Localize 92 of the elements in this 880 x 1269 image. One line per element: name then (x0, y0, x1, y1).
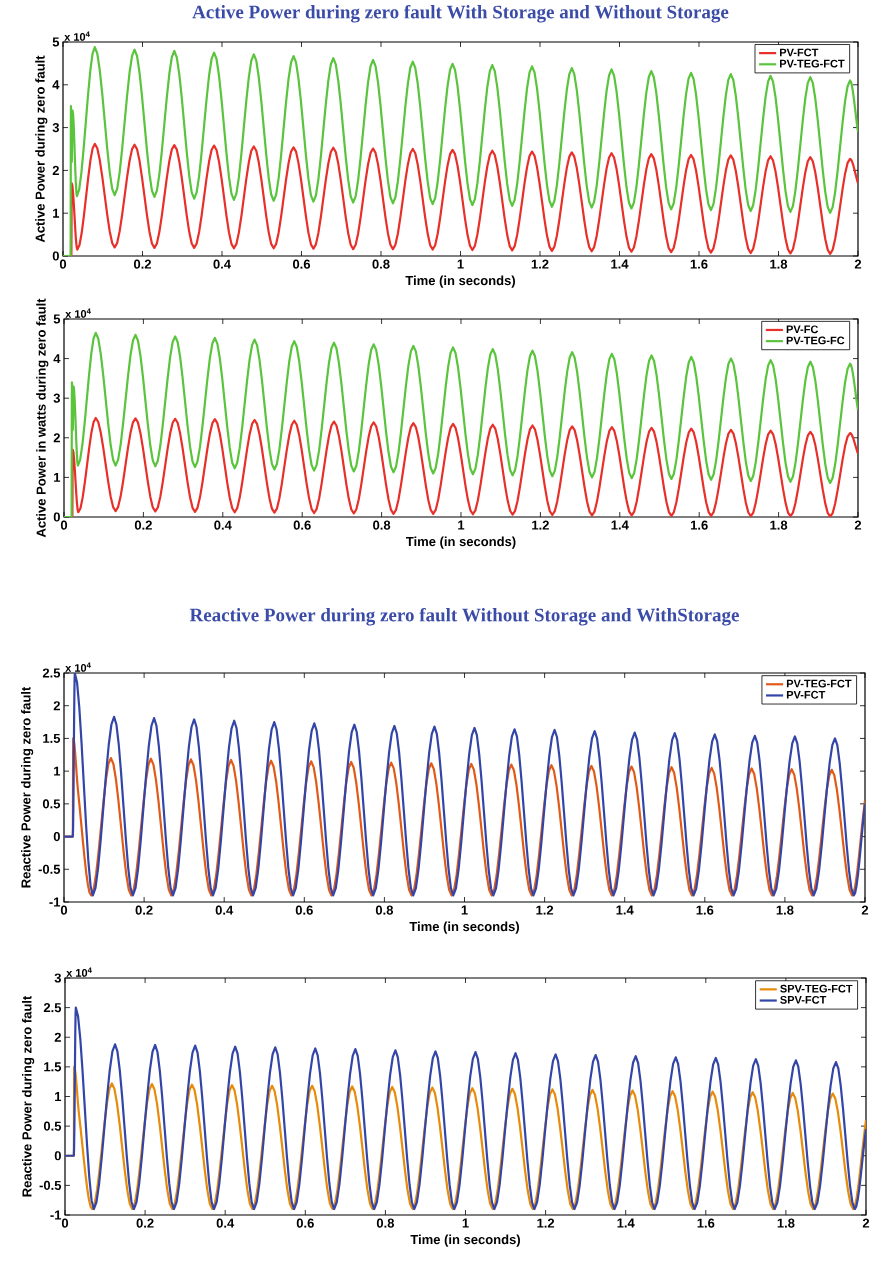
x-tick-label: 2 (854, 520, 862, 530)
x-tick-label: 0.4 (215, 905, 234, 915)
y-tick-label: -0.5 (39, 1180, 62, 1190)
legend-label: PV-TEG-FCT (786, 679, 852, 688)
x-tick-label: 1.6 (697, 1218, 715, 1228)
x-tick-label: 2 (862, 1218, 870, 1228)
y-tick-label: 2.5 (43, 1003, 62, 1013)
y-tick-label: 0 (52, 251, 59, 261)
legend-label: PV-FCT (786, 690, 826, 699)
x-tick-label: 0.6 (292, 259, 311, 269)
x-tick-label: 0.6 (295, 905, 313, 915)
legend-label: PV-FC (786, 325, 819, 334)
x-tick-label: 0.8 (373, 520, 391, 530)
x-tick-label: 1.8 (776, 905, 794, 915)
x-tick-label: 1.6 (690, 520, 708, 530)
y-tick-label: 1.5 (44, 1062, 62, 1072)
y-tick-label: -0.5 (38, 864, 61, 874)
x-axis-title: Time (in seconds) (405, 275, 515, 288)
x-tick-label: 2 (861, 905, 869, 915)
x-axis-title: Time (in seconds) (410, 1234, 520, 1247)
x-tick-label: 1.6 (690, 259, 708, 269)
x-axis-title: Time (in seconds) (409, 921, 519, 934)
y-tick-label: 0.5 (43, 1121, 62, 1131)
x-tick-label: 0.2 (135, 905, 153, 915)
x-tick-label: 1.8 (770, 520, 788, 530)
y-tick-label: 5 (52, 37, 60, 47)
x-tick-label: 1.8 (770, 259, 788, 269)
x-tick-label: 1.4 (611, 259, 629, 269)
y-tick-label: 0 (53, 831, 60, 842)
y-tick-label: 3 (54, 973, 61, 983)
x-tick-label: 0.2 (133, 259, 152, 269)
x-tick-label: 1.6 (696, 905, 714, 915)
y-tick-label: 1 (54, 766, 61, 776)
y-tick-label: -1 (50, 1210, 62, 1220)
y-axis-title: Reactive Power during zero fault (21, 686, 34, 888)
x-tick-label: 0.6 (293, 520, 311, 530)
y-tick-label: -1 (49, 897, 61, 907)
x-tick-label: 1.2 (532, 520, 549, 530)
y-axis-title: Reactive Power during zero fault (22, 995, 35, 1197)
y-tick-label: 2 (53, 433, 60, 443)
text: x 10$^{4}$ (66, 967, 92, 977)
x-tick-label: 0.2 (136, 1218, 154, 1228)
x-tick-label: 2 (854, 259, 862, 269)
text: x 10$^{4}$ (65, 308, 91, 318)
x-tick-label: 0.2 (134, 520, 152, 530)
y-tick-label: 0 (53, 512, 60, 522)
y-tick-label: 2 (53, 701, 60, 711)
legend-label: PV-TEG-FC (786, 336, 845, 345)
y-tick-label: 3 (52, 122, 59, 133)
chart-title: Reactive Power during zero fault Without Storage and WithStorage (189, 607, 739, 626)
y-tick-label: 3 (53, 393, 60, 403)
legend-label: SPV-TEG-FCT (780, 984, 853, 993)
legend-label: PV-TEG-FCT (780, 59, 845, 68)
x-tick-label: 1 (457, 259, 464, 269)
x-tick-label: 1.4 (616, 905, 634, 915)
x-axis-title: Time (in seconds) (406, 536, 516, 549)
x-tick-label: 1.2 (536, 905, 554, 915)
x-tick-label: 1 (458, 520, 465, 530)
y-axis-title: Active Power during zero fault (35, 55, 48, 243)
x-tick-label: 1.4 (617, 1218, 635, 1228)
y-tick-label: 1 (55, 1092, 62, 1101)
x-tick-label: 1.2 (531, 259, 549, 269)
legend-label: PV-FCT (780, 48, 819, 57)
y-axis-title: Active Power in watts during zero fault (36, 298, 49, 538)
x-tick-label: 0.8 (375, 905, 394, 915)
legend-label: SPV-FCT (780, 995, 827, 1004)
x-tick-label: 1 (461, 905, 468, 915)
x-tick-label: 0 (61, 1218, 69, 1228)
y-tick-label: 1 (54, 472, 61, 482)
y-tick-label: 4 (53, 354, 61, 364)
y-tick-label: 2 (52, 165, 59, 175)
x-tick-label: 0.8 (376, 1218, 395, 1228)
x-tick-label: 0.4 (214, 520, 232, 530)
y-tick-label: 0.5 (42, 799, 61, 809)
x-tick-label: 1.8 (777, 1218, 795, 1228)
x-tick-label: 0.6 (296, 1218, 314, 1228)
y-tick-label: 4 (52, 80, 60, 90)
chart-title: Active Power during zero fault With Storage and Without Storage (192, 4, 729, 23)
y-tick-label: 2 (54, 1032, 61, 1042)
text: x 10$^{4}$ (64, 31, 90, 41)
x-tick-label: 1.2 (537, 1218, 555, 1228)
x-tick-label: 0.4 (216, 1218, 235, 1228)
y-tick-label: 1 (53, 208, 60, 218)
x-tick-label: 1 (462, 1218, 469, 1228)
text: x 10$^{4}$ (65, 662, 91, 672)
x-tick-label: 1.4 (611, 520, 629, 530)
x-tick-label: 0.8 (372, 259, 390, 269)
y-tick-label: 2.5 (42, 668, 61, 678)
y-tick-label: 1.5 (43, 733, 61, 743)
y-tick-label: 0 (54, 1151, 61, 1161)
y-tick-label: 5 (53, 314, 61, 324)
x-tick-label: 0.4 (213, 259, 231, 269)
